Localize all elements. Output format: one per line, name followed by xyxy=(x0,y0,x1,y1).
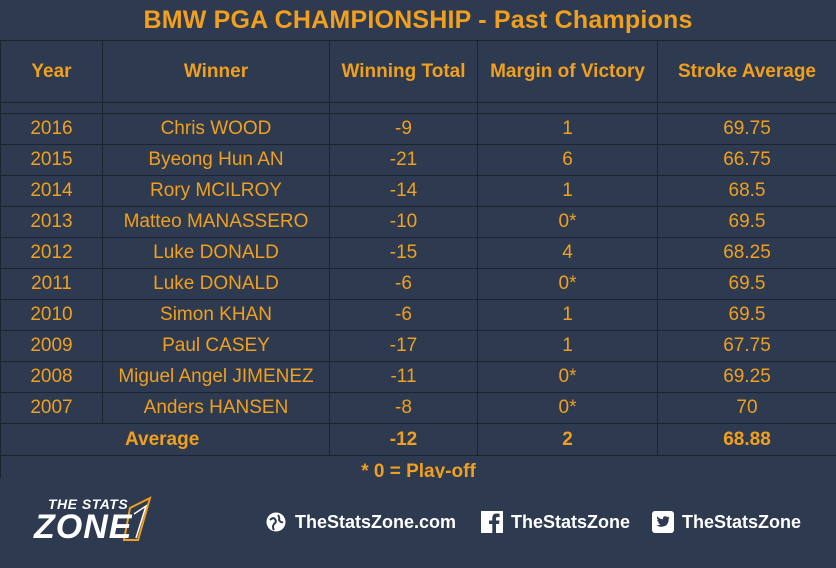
table-row: 2011 Luke DONALD -6 0* 69.5 xyxy=(0,268,836,300)
cell-avg: 68.5 xyxy=(657,175,836,207)
cell-year: 2007 xyxy=(0,392,103,424)
cell-margin: 0* xyxy=(477,392,658,424)
cell-winner: Simon KHAN xyxy=(102,299,330,331)
cell-winner: Byeong Hun AN xyxy=(102,144,330,176)
cell-avg: 69.5 xyxy=(657,206,836,238)
cell-total: -14 xyxy=(329,175,478,207)
cell-margin: 1 xyxy=(477,175,658,207)
cell-margin: 6 xyxy=(477,144,658,176)
logo-small-text: THE STATS xyxy=(48,496,129,512)
header-stroke-average: Stroke Average xyxy=(657,40,836,103)
table-row: 2007 Anders HANSEN -8 0* 70 xyxy=(0,392,836,424)
stats-zone-logo: THE STATS ZONE xyxy=(34,494,184,554)
cell-total: -17 xyxy=(329,330,478,362)
cell-winner: Miguel Angel JIMENEZ xyxy=(102,361,330,393)
cell-winner: Paul CASEY xyxy=(102,330,330,362)
cell-total: -9 xyxy=(329,113,478,145)
cell-total: -15 xyxy=(329,237,478,269)
cell-margin: 0* xyxy=(477,361,658,393)
cell-total: -8 xyxy=(329,392,478,424)
cell-avg: 69.5 xyxy=(657,299,836,331)
cell-margin: 1 xyxy=(477,113,658,145)
cell-total: -21 xyxy=(329,144,478,176)
twitter-link[interactable]: TheStatsZone xyxy=(652,511,801,533)
page-title: BMW PGA CHAMPIONSHIP - Past Champions xyxy=(143,6,693,34)
table-row: 2012 Luke DONALD -15 4 68.25 xyxy=(0,237,836,269)
header-winning-total: Winning Total xyxy=(329,40,478,103)
twitter-label: TheStatsZone xyxy=(682,511,802,532)
facebook-icon xyxy=(481,511,503,533)
facebook-label: TheStatsZone xyxy=(511,511,631,532)
cell-winner: Rory MCILROY xyxy=(102,175,330,207)
cell-year: 2016 xyxy=(0,113,103,145)
cell-year: 2014 xyxy=(0,175,103,207)
cell-margin: 4 xyxy=(477,237,658,269)
globe-icon xyxy=(265,511,287,533)
table-row: 2013 Matteo MANASSERO -10 0* 69.5 xyxy=(0,206,836,238)
table-row: 2009 Paul CASEY -17 1 67.75 xyxy=(0,330,836,362)
cell-avg: 69.5 xyxy=(657,268,836,300)
cell-margin: 0* xyxy=(477,268,658,300)
cell-margin: 1 xyxy=(477,330,658,362)
cell-year: 2011 xyxy=(0,268,103,300)
cell-total: -6 xyxy=(329,299,478,331)
cell-year: 2012 xyxy=(0,237,103,269)
average-row: Average -12 2 68.88 xyxy=(0,423,836,456)
average-margin: 2 xyxy=(477,423,658,456)
cell-year: 2013 xyxy=(0,206,103,238)
cell-total: -11 xyxy=(329,361,478,393)
cell-year: 2015 xyxy=(0,144,103,176)
cell-avg: 68.25 xyxy=(657,237,836,269)
logo-swoosh-icon xyxy=(122,496,152,541)
spacer-row xyxy=(0,102,836,114)
cell-avg: 69.25 xyxy=(657,361,836,393)
twitter-icon xyxy=(652,511,674,533)
cell-total: -6 xyxy=(329,268,478,300)
cell-winner: Matteo MANASSERO xyxy=(102,206,330,238)
cell-winner: Chris WOOD xyxy=(102,113,330,145)
header-margin: Margin of Victory xyxy=(477,40,658,103)
table-row: 2014 Rory MCILROY -14 1 68.5 xyxy=(0,175,836,207)
cell-winner: Luke DONALD xyxy=(102,268,330,300)
cell-winner: Anders HANSEN xyxy=(102,392,330,424)
website-label: TheStatsZone.com xyxy=(295,511,457,532)
header-row: Year Winner Winning Total Margin of Vict… xyxy=(0,40,836,103)
cell-year: 2008 xyxy=(0,361,103,393)
cell-winner: Luke DONALD xyxy=(102,237,330,269)
table-row: 2008 Miguel Angel JIMENEZ -11 0* 69.25 xyxy=(0,361,836,393)
cell-total: -10 xyxy=(329,206,478,238)
table-row: 2016 Chris WOOD -9 1 69.75 xyxy=(0,113,836,145)
header-winner: Winner xyxy=(102,40,330,103)
average-stroke: 68.88 xyxy=(657,423,836,456)
cell-margin: 1 xyxy=(477,299,658,331)
cell-avg: 69.75 xyxy=(657,113,836,145)
cell-avg: 70 xyxy=(657,392,836,424)
logo-big-text: ZONE xyxy=(34,508,133,546)
cell-margin: 0* xyxy=(477,206,658,238)
website-link[interactable]: TheStatsZone.com xyxy=(265,511,456,533)
cell-year: 2010 xyxy=(0,299,103,331)
header-year: Year xyxy=(0,40,103,103)
footer: THE STATS ZONE TheStatsZone.com TheStats… xyxy=(0,478,836,568)
average-label: Average xyxy=(0,423,330,456)
table-row: 2010 Simon KHAN -6 1 69.5 xyxy=(0,299,836,331)
average-total: -12 xyxy=(329,423,478,456)
cell-year: 2009 xyxy=(0,330,103,362)
table-row: 2015 Byeong Hun AN -21 6 66.75 xyxy=(0,144,836,176)
facebook-link[interactable]: TheStatsZone xyxy=(481,511,630,533)
champions-table: Year Winner Winning Total Margin of Vict… xyxy=(0,40,836,488)
cell-avg: 67.75 xyxy=(657,330,836,362)
cell-avg: 66.75 xyxy=(657,144,836,176)
